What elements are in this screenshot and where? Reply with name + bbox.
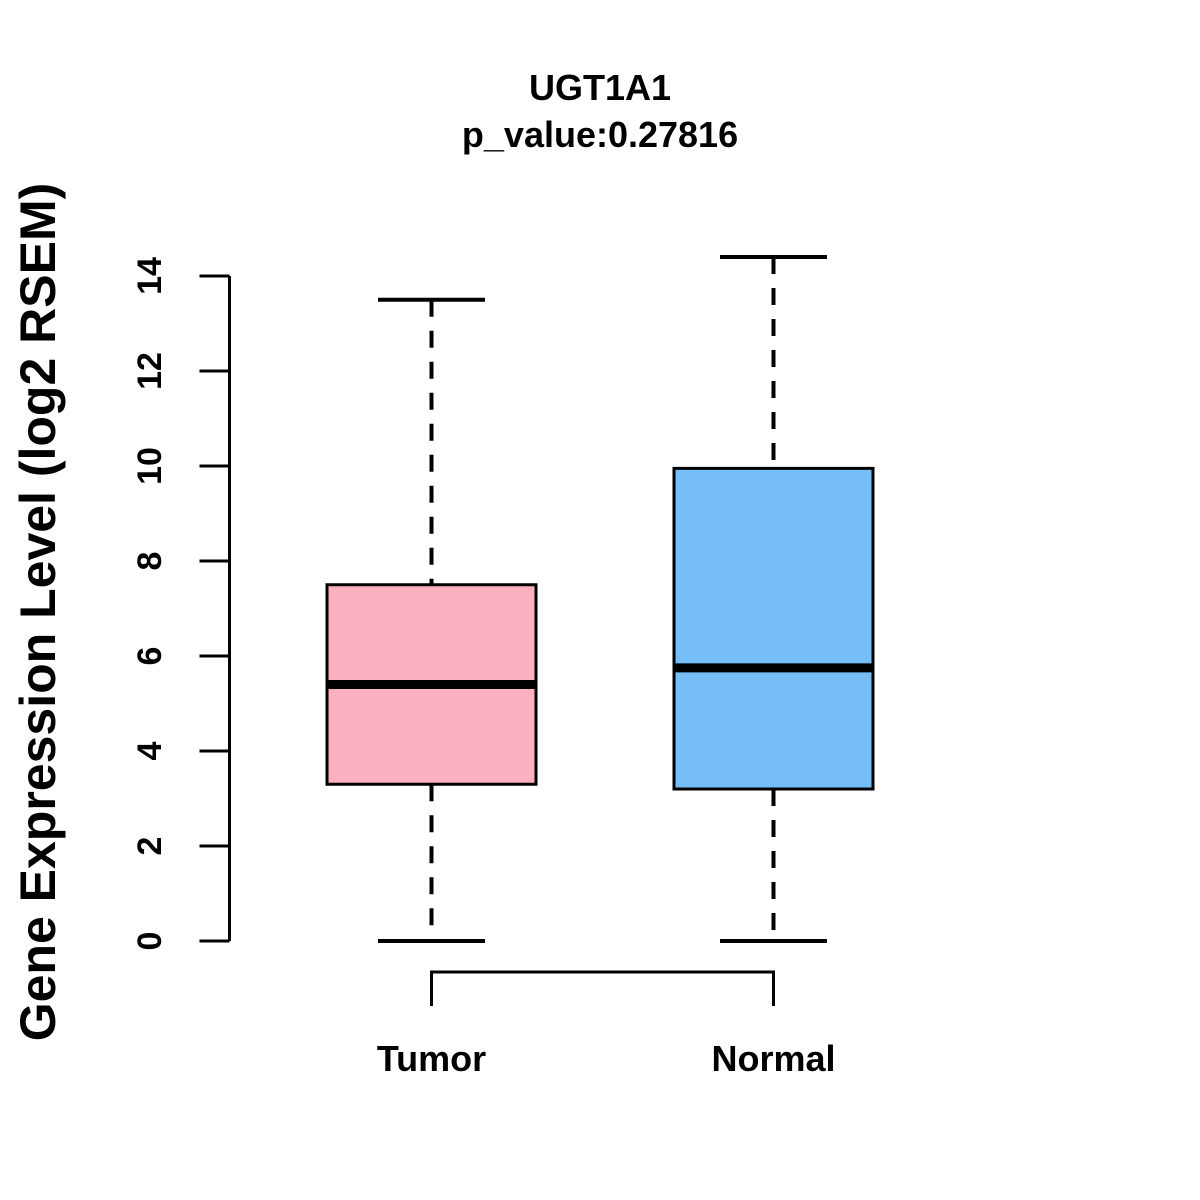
- y-axis-tick-label: 4: [131, 741, 169, 760]
- y-axis-tick-label: 6: [131, 647, 169, 666]
- y-axis-tick-label: 0: [131, 932, 169, 951]
- group-label-normal: Normal: [711, 1038, 836, 1079]
- y-axis-tick-label: 12: [131, 352, 169, 390]
- chart-title: UGT1A1: [528, 67, 672, 108]
- y-axis-tick-label: 14: [131, 257, 169, 295]
- group-label-tumor: Tumor: [376, 1038, 487, 1079]
- iqr-box-normal: [672, 466, 875, 791]
- y-axis-tick-label: 2: [131, 837, 169, 856]
- group-axis-bracket: [430, 970, 775, 1006]
- chart-subtitle-pvalue: p_value:0.27816: [461, 114, 739, 155]
- y-axis-tick-label: 10: [131, 447, 169, 485]
- y-axis-tick-label: 8: [131, 552, 169, 571]
